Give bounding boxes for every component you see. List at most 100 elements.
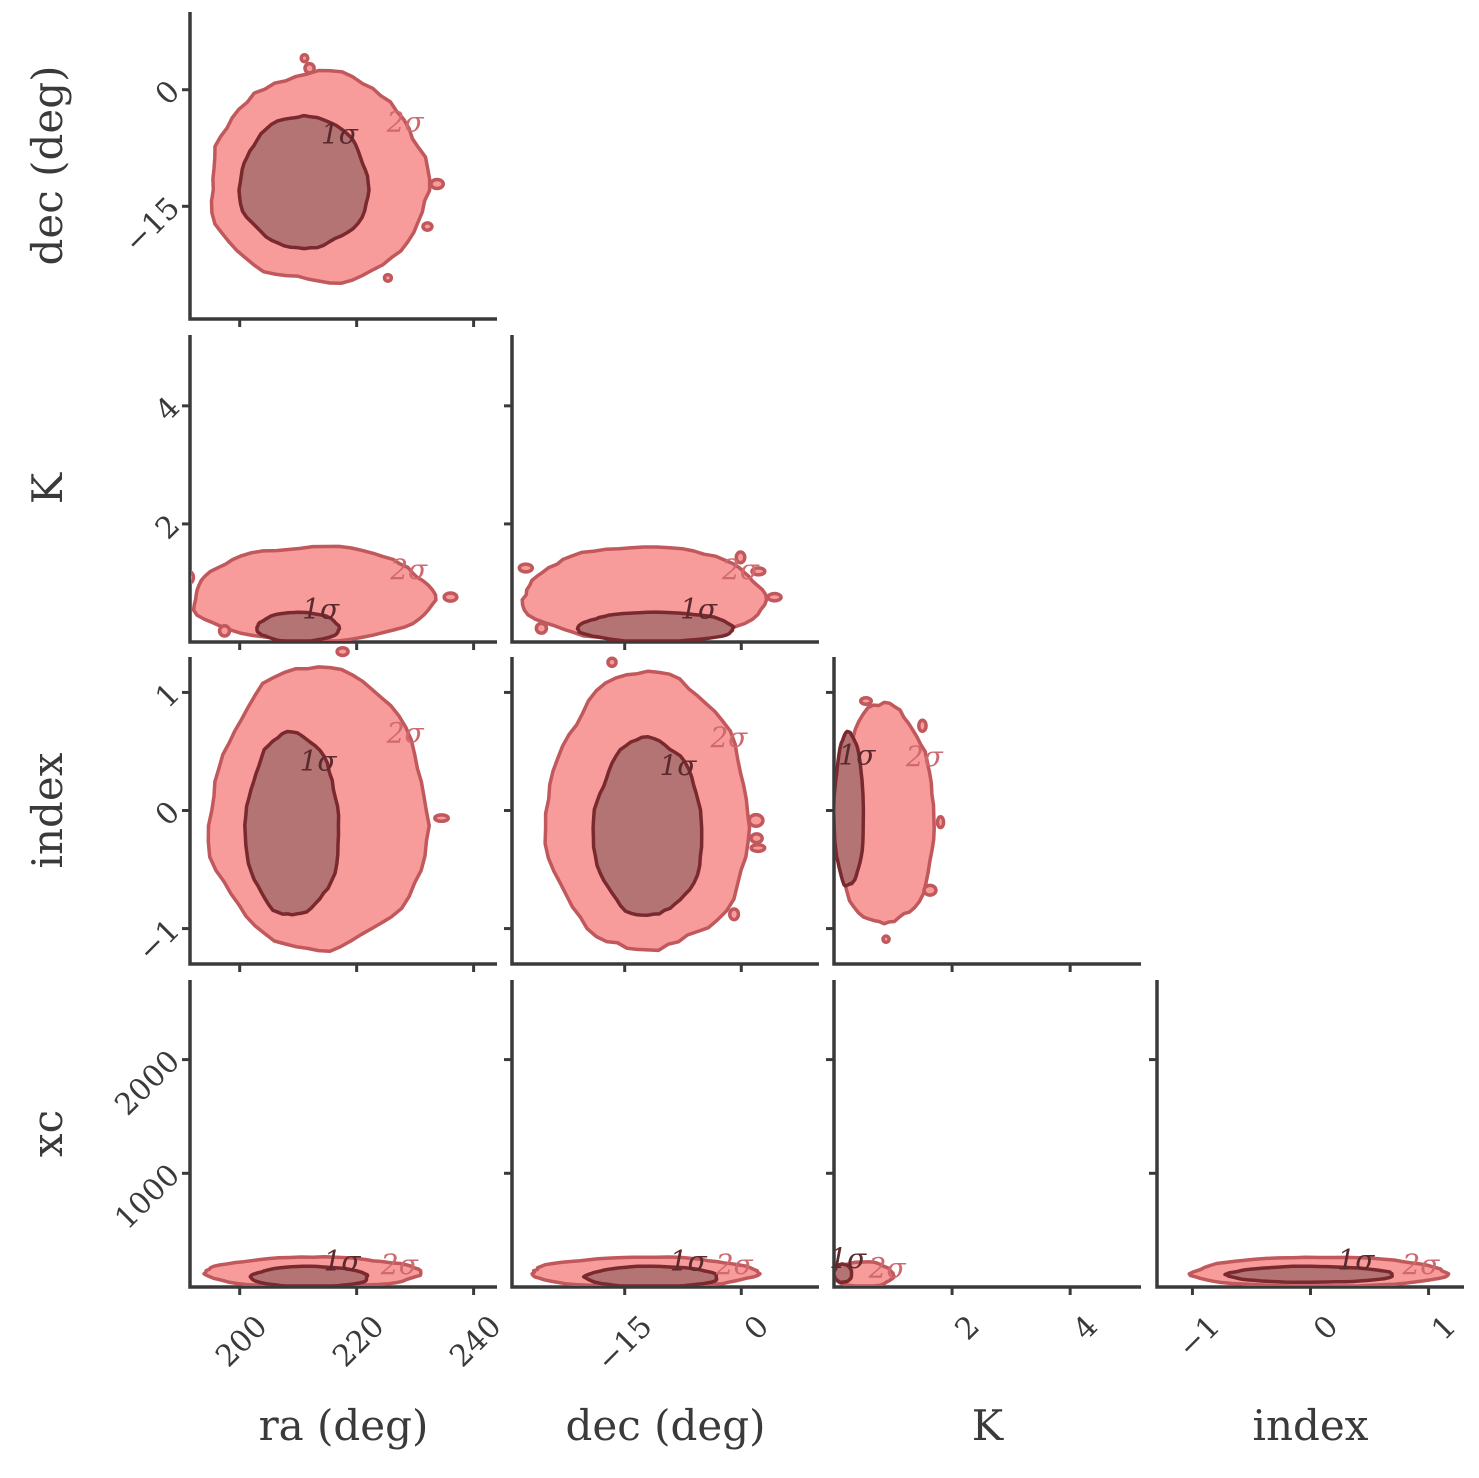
contour-1sigma (1223, 1264, 1394, 1285)
contour-label-2sigma: 2σ (380, 1248, 419, 1281)
contour-label-1sigma: 1σ (829, 1242, 867, 1275)
contours-index-vs-ra: 1σ 2σ (206, 645, 450, 954)
contour-2sigma-island (534, 621, 549, 635)
contour-label-2sigma: 2σ (386, 105, 425, 138)
contour-1sigma (243, 729, 341, 917)
contours-dec-vs-ra: 1σ 2σ (209, 52, 445, 285)
contour-label-2sigma: 2σ (905, 740, 944, 773)
y-tick-label: 0 (149, 74, 187, 112)
y-tick-label: 2000 (108, 1044, 187, 1123)
x-axis-label-K: K (972, 1401, 1005, 1450)
contour-1sigma (248, 1264, 370, 1286)
contours-xc-vs-index: 1σ 2σ (1187, 1244, 1451, 1286)
contour-2sigma-island (935, 815, 946, 830)
y-tick-label: 4 (149, 390, 187, 428)
contour-label-2sigma: 2σ (715, 1248, 754, 1281)
contours-K-vs-ra: 1σ 2σ (170, 544, 459, 641)
panel-axes (188, 335, 497, 644)
contour-1sigma (835, 1262, 854, 1285)
contour-2sigma-island (749, 842, 767, 854)
panel-axes (832, 657, 1141, 966)
panel-axes (188, 12, 497, 321)
panel-axes (1155, 980, 1464, 1289)
y-tick-label: −15 (118, 191, 188, 261)
contour-1sigma (237, 113, 371, 251)
contour-1sigma (255, 610, 342, 641)
contour-1sigma (581, 1264, 719, 1286)
x-tick-label: 4 (1067, 1309, 1105, 1347)
contour-2sigma (191, 544, 438, 641)
contour-label-2sigma: 2σ (868, 1252, 907, 1285)
panel-axes (832, 980, 1141, 1289)
panel-xc-vs-dec: −15 0 (504, 980, 819, 1379)
y-tick-label: 1 (149, 677, 187, 715)
contour-2sigma-island (191, 570, 196, 585)
contour-2sigma-island (335, 645, 350, 658)
contour-label-1sigma: 1σ (321, 117, 359, 150)
x-tick-label: 2 (949, 1309, 987, 1347)
contour-label-2sigma: 2σ (1401, 1248, 1440, 1281)
panel-index-vs-K (826, 657, 1141, 972)
contour-2sigma-island (922, 883, 938, 897)
contour-label-1sigma: 1σ (670, 1245, 708, 1278)
x-tick-label: 220 (326, 1309, 391, 1374)
contour-label-2sigma: 2σ (389, 553, 428, 586)
contour-2sigma-island (750, 566, 767, 577)
contours-xc-vs-ra: 1σ 2σ (202, 1245, 423, 1286)
x-tick-label: 200 (209, 1309, 274, 1374)
x-axis-label-dec: dec (deg) (565, 1401, 765, 1450)
contour-2sigma-island (766, 591, 783, 603)
contour-label-1sigma: 1σ (680, 592, 718, 625)
contour-2sigma-island (433, 813, 450, 824)
contour-label-1sigma: 1σ (659, 749, 697, 782)
contours-xc-vs-dec: 1σ 2σ (530, 1245, 762, 1286)
y-tick-label: −1 (131, 913, 187, 969)
contour-label-1sigma: 1σ (324, 1245, 362, 1278)
contour-2sigma-island (749, 832, 764, 845)
y-tick-label: 2 (149, 508, 187, 546)
contour-2sigma-island (917, 718, 928, 734)
panel-xc-vs-index: −1 0 1 (1149, 980, 1464, 1365)
panel-axes (188, 657, 497, 966)
contour-2sigma-island (606, 656, 618, 669)
contour-2sigma-island (299, 52, 310, 64)
panel-axes (510, 980, 819, 1289)
contour-label-2sigma: 2σ (721, 553, 760, 586)
contour-2sigma-island (421, 221, 434, 232)
contour-2sigma-island (382, 272, 394, 284)
panel-axes (510, 335, 819, 644)
contour-2sigma-island (747, 812, 765, 828)
x-tick-label: 0 (1307, 1309, 1345, 1347)
x-tick-label: 1 (1425, 1309, 1463, 1347)
contour-1sigma (575, 610, 736, 641)
panel-K-vs-dec (504, 335, 819, 650)
y-axis-label-K: K (23, 471, 72, 504)
contour-1sigma (591, 735, 704, 917)
contour-2sigma-island (170, 599, 183, 608)
x-axis-label-ra: ra (deg) (259, 1401, 429, 1450)
contour-label-1sigma: 1σ (1337, 1244, 1375, 1277)
contours-xc-vs-K: 1σ 2σ (829, 1242, 906, 1286)
contours-index-vs-dec: 1σ 2σ (543, 656, 767, 953)
y-tick-label: 1000 (108, 1158, 187, 1237)
panel-axes (510, 657, 819, 966)
y-axis-label-index: index (23, 752, 72, 868)
y-tick-label: 0 (149, 795, 187, 833)
x-tick-label: −1 (1171, 1309, 1227, 1365)
x-tick-label: 240 (443, 1309, 508, 1374)
contour-1sigma (835, 729, 866, 888)
contour-2sigma-island (728, 907, 741, 922)
panel-index-vs-dec (504, 657, 819, 972)
panel-axes (188, 980, 497, 1289)
contour-label-2sigma: 2σ (709, 721, 748, 754)
contour-2sigma-island (442, 591, 459, 603)
contour-2sigma-island (217, 624, 232, 638)
contour-label-2sigma: 2σ (386, 717, 425, 750)
contour-label-1sigma: 1σ (300, 744, 338, 777)
contour-2sigma-island (734, 550, 747, 565)
y-axis-label-xc: xc (23, 1110, 72, 1157)
contour-2sigma-island (858, 696, 873, 707)
